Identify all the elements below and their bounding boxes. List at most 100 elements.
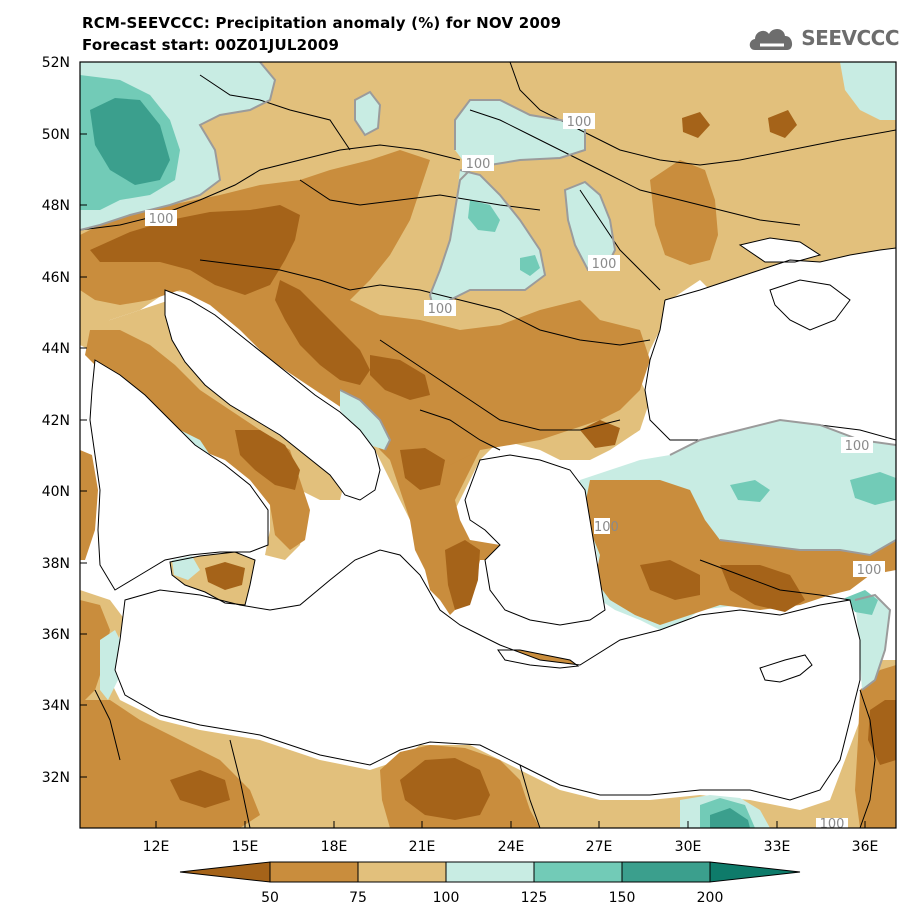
very-dry-zone-cyrenaica xyxy=(170,770,230,808)
contour-label: 100 xyxy=(853,561,885,578)
wet-zone-belarus xyxy=(840,62,896,120)
very-dry-zone-libya xyxy=(400,758,490,820)
legend-label: 100 xyxy=(433,890,460,906)
forecast-start-subtitle: Forecast start: 00Z01JUL2009 xyxy=(82,36,340,54)
contour-label: 100 xyxy=(424,300,456,317)
very-dry-zone-ukraine-2 xyxy=(768,110,797,138)
contour-label: 100 xyxy=(841,437,873,454)
logo-text: SEEVCCC xyxy=(801,26,899,50)
y-tick-label: 40N xyxy=(42,484,70,500)
wet2-zone-hungary-small xyxy=(520,255,540,276)
border-7 xyxy=(419,409,501,451)
very-dry-zone-sicily xyxy=(205,562,245,590)
seevccc-logo: SEEVCCC xyxy=(747,22,899,54)
svg-text:100: 100 xyxy=(466,157,491,172)
contour-label: 100 xyxy=(563,113,595,130)
y-tick-label: 34N xyxy=(42,698,70,714)
coastline-sicily xyxy=(169,551,256,606)
border-11 xyxy=(699,559,851,601)
legend-swatch-below-50 xyxy=(179,861,271,883)
mediterranean-sea xyxy=(115,550,860,800)
y-tick-label: 52N xyxy=(42,55,70,71)
azov-sea xyxy=(740,238,820,262)
black-sea xyxy=(645,248,896,440)
contour-label: 100 xyxy=(145,210,177,227)
very-dry-zone-alps xyxy=(90,205,300,295)
y-tick-label: 42N xyxy=(42,413,70,429)
contour-line-levant xyxy=(854,593,892,691)
wet-zone-hungary xyxy=(430,170,545,315)
svg-text:100: 100 xyxy=(845,439,870,454)
map-frame xyxy=(79,61,897,829)
y-axis: 52N 50N 48N 46N 44N 42N 40N 38N 36N 34N … xyxy=(42,55,87,786)
border-6 xyxy=(379,339,621,431)
wet2-zone-turkey-1 xyxy=(730,480,770,502)
contour-line-ukraine xyxy=(428,99,586,316)
y-tick-label: 36N xyxy=(42,627,70,643)
legend-swatch-75-100 xyxy=(357,861,447,883)
contour-line-adriatic xyxy=(339,389,392,451)
dry-zone-ukraine xyxy=(650,160,718,265)
very-dry-zone-adriatic xyxy=(275,280,370,385)
very-dry-zone-peloponnese xyxy=(445,540,480,610)
wet-zone-poland xyxy=(355,92,380,135)
wet-zone-sicily-west xyxy=(172,556,200,580)
x-tick-label: 27E xyxy=(586,839,613,855)
contour-label: 100 xyxy=(816,817,848,832)
border-14 xyxy=(229,739,251,828)
border-12 xyxy=(859,689,876,828)
coastline-cyprus xyxy=(759,654,813,683)
legend-swatch-100-125 xyxy=(445,861,535,883)
coastline-mediterranean xyxy=(114,549,861,801)
y-tick-label: 32N xyxy=(42,770,70,786)
contour-label: 100 xyxy=(588,255,620,272)
svg-text:100: 100 xyxy=(149,212,174,227)
map-title: RCM-SEEVCCC: Precipitation anomaly (%) f… xyxy=(82,14,562,32)
coastline-crimea xyxy=(769,279,851,331)
x-tick-label: 36E xyxy=(852,839,879,855)
x-tick-label: 30E xyxy=(675,839,702,855)
very-dry-zone-egypt-edge xyxy=(868,700,896,765)
wet2-zone-hungary xyxy=(468,200,500,232)
wet-zone-ukraine-north xyxy=(455,100,585,170)
border-3 xyxy=(299,179,541,211)
border-15 xyxy=(94,689,121,761)
x-tick-label: 33E xyxy=(764,839,791,855)
y-tick-label: 44N xyxy=(42,341,70,357)
very-wet-zone-egypt xyxy=(710,808,750,828)
y-tick-label: 50N xyxy=(42,127,70,143)
y-tick-label: 48N xyxy=(42,198,70,214)
contour-line-turkey-south xyxy=(719,539,896,557)
border-10 xyxy=(579,189,661,291)
contour-line-poland xyxy=(354,90,382,137)
wet2-zone-turkey-2 xyxy=(850,472,896,505)
contour-line-hungary xyxy=(434,169,547,316)
svg-text:100: 100 xyxy=(594,520,619,535)
x-tick-label: 12E xyxy=(143,839,170,855)
border-8 xyxy=(469,109,801,226)
contour-label: 100 xyxy=(594,518,619,535)
x-tick-label: 15E xyxy=(232,839,259,855)
contour-label: 100 xyxy=(462,155,494,172)
wet-zone-adriatic-coast xyxy=(340,390,390,450)
dry-zone-tunisia xyxy=(80,600,110,700)
very-dry-zone-serbia xyxy=(370,355,430,400)
tyrrhenian-sea xyxy=(90,360,268,590)
svg-text:100: 100 xyxy=(592,257,617,272)
cloud-icon xyxy=(750,28,793,50)
coastline-adriatic xyxy=(164,289,381,501)
y-tick-label: 38N xyxy=(42,556,70,572)
legend-label: 200 xyxy=(697,890,724,906)
very-dry-zone-calabria xyxy=(235,430,300,490)
x-tick-label: 24E xyxy=(498,839,525,855)
legend-swatch-above-200 xyxy=(709,861,801,883)
x-tick-label: 18E xyxy=(321,839,348,855)
very-dry-zone-greece xyxy=(400,448,445,490)
map-fill xyxy=(80,62,896,828)
border-9 xyxy=(509,62,896,166)
coastline-tyrrhenian xyxy=(89,359,269,591)
land-north-africa xyxy=(80,590,896,828)
contour-100 xyxy=(80,62,896,691)
legend-label: 50 xyxy=(261,890,279,906)
svg-text:100: 100 xyxy=(428,302,453,317)
